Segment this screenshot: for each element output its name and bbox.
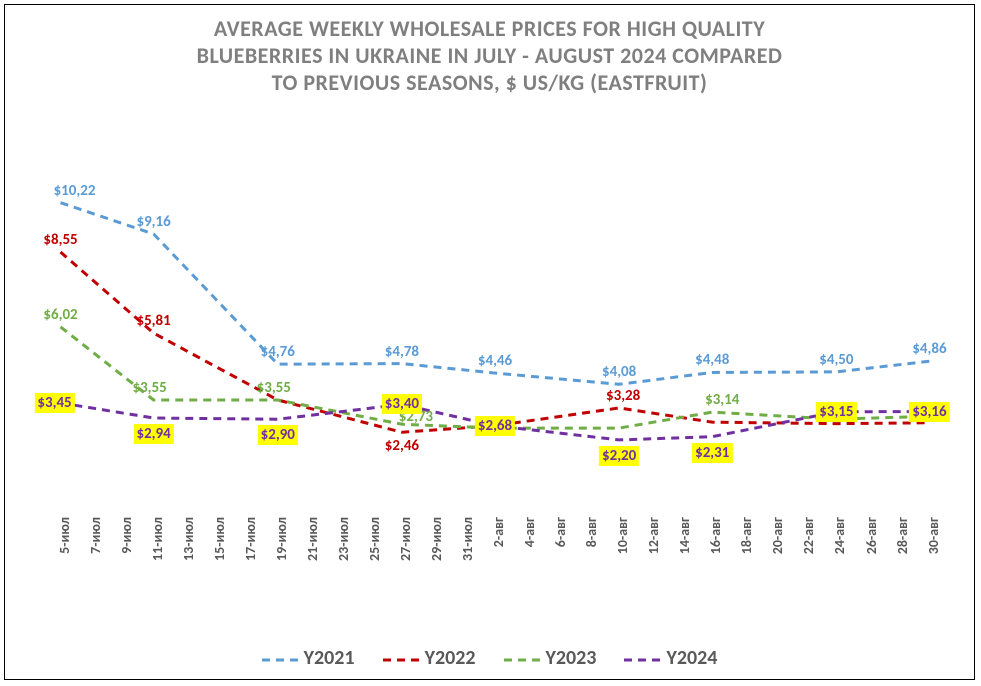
data-label: $3,45 [34, 394, 74, 412]
x-tick-label: 30-авг [925, 517, 942, 554]
data-label: $3,15 [816, 403, 856, 421]
data-label: $10,22 [54, 182, 96, 200]
x-tick-label: 6-авг [552, 517, 569, 547]
legend-item-Y2021: Y2021 [262, 646, 355, 671]
x-tick-label: 26-авг [863, 517, 880, 554]
x-tick-label: 24-авг [831, 517, 848, 554]
legend-label: Y2023 [546, 646, 597, 670]
series-line-Y2023 [61, 327, 930, 428]
series-line-Y2022 [61, 252, 930, 432]
x-tick-label: 16-авг [707, 517, 724, 554]
legend-item-Y2024: Y2024 [624, 646, 717, 671]
x-tick-label: 13-июл [180, 517, 197, 561]
legend-swatch [383, 647, 419, 671]
data-label: $3,55 [257, 379, 291, 397]
plot-area: $10,22 $9,16 $4,76 $4,78 $4,46 $4,08 $4,48 $4,5… [45, 150, 945, 505]
title-line: AVERAGE WEEKLY WHOLESALE PRICES FOR HIGH… [5, 15, 974, 42]
x-tick-label: 12-авг [645, 517, 662, 554]
x-tick-label: 22-авг [800, 517, 817, 554]
x-tick-label: 7-июл [87, 517, 104, 554]
chart-frame: AVERAGE WEEKLY WHOLESALE PRICES FOR HIGH… [4, 4, 975, 680]
data-label: $3,40 [382, 395, 422, 413]
data-label: $4,86 [912, 340, 946, 358]
x-tick-label: 17-июл [242, 517, 259, 561]
x-tick-label: 20-авг [769, 517, 786, 554]
x-tick-label: 25-июл [366, 517, 383, 561]
data-label: $9,16 [136, 213, 170, 231]
legend-item-Y2022: Y2022 [383, 646, 476, 671]
x-tick-label: 21-июл [304, 517, 321, 561]
x-tick-label: 28-авг [894, 517, 911, 554]
chart-title: AVERAGE WEEKLY WHOLESALE PRICES FOR HIGH… [5, 15, 974, 96]
x-tick-label: 19-июл [273, 517, 290, 561]
line-chart-svg [45, 150, 945, 505]
x-tick-label: 23-июл [335, 517, 352, 561]
data-label: $3,55 [132, 379, 166, 397]
legend: Y2021 Y2022 Y2023 Y2024 [5, 646, 974, 671]
x-tick-label: 2-авг [490, 517, 507, 547]
data-label: $4,50 [819, 351, 853, 369]
data-label: $3,28 [606, 387, 640, 405]
x-tick-label: 4-авг [521, 517, 538, 547]
x-tick-label: 11-июл [149, 517, 166, 561]
x-tick-label: 9-июл [118, 517, 135, 554]
x-tick-label: 31-июл [459, 517, 476, 561]
legend-label: Y2022 [425, 646, 476, 670]
data-label: $2,94 [133, 425, 173, 443]
x-tick-label: 29-июл [428, 517, 445, 561]
data-label: $2,20 [599, 447, 639, 465]
data-label: $4,48 [695, 351, 729, 369]
x-tick-label: 10-авг [614, 517, 631, 554]
data-label: $2,68 [475, 417, 515, 435]
data-label: $3,16 [909, 403, 949, 421]
legend-swatch [624, 647, 660, 671]
x-tick-label: 27-июл [397, 517, 414, 561]
data-label: $4,76 [261, 343, 295, 361]
data-label: $8,55 [43, 231, 77, 249]
x-tick-label: 8-авг [583, 517, 600, 547]
x-tick-label: 5-июл [56, 517, 73, 554]
data-label: $2,46 [385, 437, 419, 455]
data-label: $4,08 [602, 363, 636, 381]
data-label: $4,78 [385, 343, 419, 361]
title-line: BLUEBERRIES IN UKRAINE IN JULY - AUGUST … [5, 42, 974, 69]
data-label: $2,31 [692, 444, 732, 462]
data-label: $4,46 [478, 352, 512, 370]
legend-item-Y2023: Y2023 [504, 646, 597, 671]
x-tick-label: 14-авг [676, 517, 693, 554]
data-label: $6,02 [43, 306, 77, 324]
x-tick-label: 18-авг [738, 517, 755, 554]
x-tick-label: 15-июл [211, 517, 228, 561]
legend-label: Y2021 [304, 646, 355, 670]
data-label: $3,14 [705, 391, 739, 409]
legend-swatch [504, 647, 540, 671]
legend-swatch [262, 647, 298, 671]
legend-label: Y2024 [666, 646, 717, 670]
data-label: $5,81 [136, 312, 170, 330]
data-label: $2,90 [258, 426, 298, 444]
title-line: TO PREVIOUS SEASONS, $ US/KG (EASTFRUIT) [5, 69, 974, 96]
